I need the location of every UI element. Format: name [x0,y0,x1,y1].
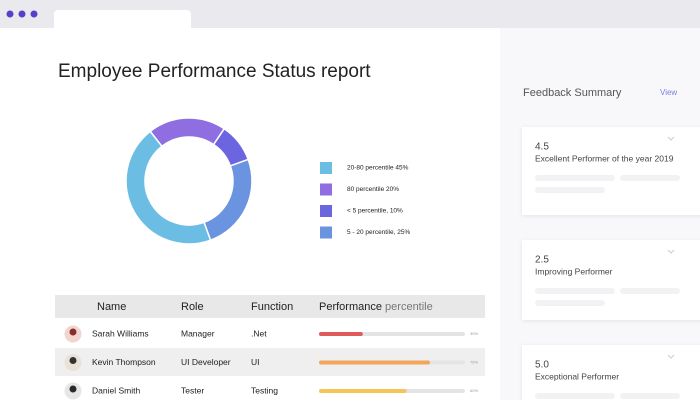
placeholder [535,175,615,181]
legend-swatch [320,183,332,196]
avatar-head [69,357,77,364]
progress-bar [319,332,363,336]
cell-name: Sarah Williams [92,328,149,338]
dot [6,10,14,18]
report-title: Employee Performance Status report [58,61,371,82]
column-header: Name [97,301,126,313]
progress-label: 30% [470,331,478,336]
legend-label: 20-80 percentile 45% [347,165,409,172]
card-rating: 5.0 [535,360,549,371]
card-label: Improving Performer [535,266,613,276]
placeholder [535,187,605,193]
legend-label: 80 percentile 20% [347,186,399,193]
card-label: Exceptional Performer [535,371,619,381]
progress-bar [319,360,430,365]
cell-role: Manager [181,328,215,338]
placeholder [620,393,680,399]
card-chevron [667,136,675,141]
progress-bar [319,389,407,393]
placeholder [620,288,680,294]
cell-role: Tester [181,385,204,395]
card-chevron [667,249,675,254]
cell-name: Daniel Smith [92,385,140,395]
feedback-card[interactable] [522,127,700,215]
progress-label: 76% [470,360,478,365]
placeholder [535,300,605,306]
placeholder [535,288,615,294]
avatar-head [69,385,77,393]
column-header: Role [181,301,204,313]
feedback-title: Feedback Summary [523,87,622,99]
card-rating: 4.5 [535,142,549,153]
cell-function: .Net [251,328,267,338]
cell-name: Kevin Thompson [92,357,156,367]
card-label: Excellent Performer of the year 2019 [535,153,674,163]
legend-label: < 5 percentile, 10% [347,208,403,215]
header-main: Performance [319,301,382,313]
legend-swatch [320,226,332,239]
view-link[interactable]: View [660,88,677,97]
legend-swatch [320,162,332,174]
card-chevron [667,354,675,359]
header-suffix: percentile [385,301,433,313]
dot [30,10,38,18]
legend-swatch [320,205,332,217]
avatar-head [69,328,77,336]
progress-label: 60% [470,388,478,393]
legend-label: 5 - 20 percentile, 25% [347,229,410,236]
placeholder [620,175,680,181]
donut-segment [125,130,212,245]
feedback-card[interactable] [522,240,700,320]
column-header: Function [251,301,293,313]
table-header [55,295,485,318]
cell-role: UI Developer [181,357,231,367]
cell-function: UI [251,357,260,367]
card-rating: 2.5 [535,255,549,266]
cell-function: Testing [251,385,278,395]
placeholder [535,393,615,399]
header-performance: Performance percentile [319,301,433,313]
dot [18,10,26,18]
